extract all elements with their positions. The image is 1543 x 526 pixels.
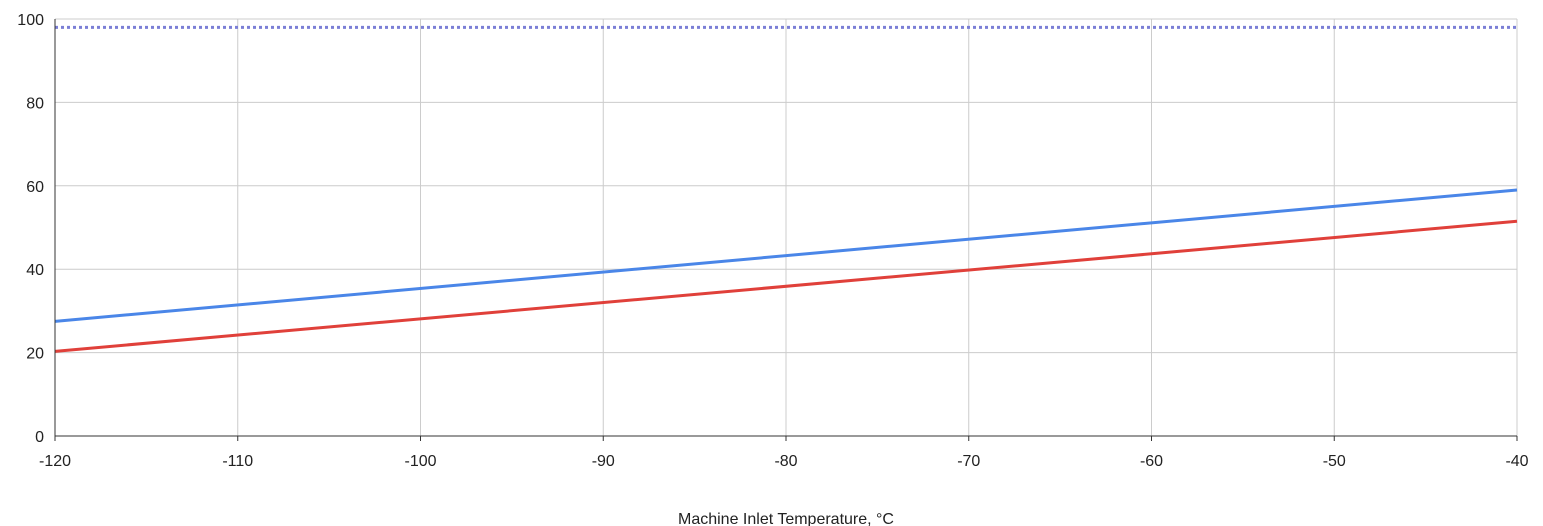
x-tick-label: -90 xyxy=(592,453,615,470)
y-tick-label: 80 xyxy=(26,95,44,112)
x-tick-label: -110 xyxy=(222,453,253,470)
axes xyxy=(54,19,1518,441)
x-tick-label: -40 xyxy=(1505,453,1528,470)
y-tick-label: 60 xyxy=(26,179,44,196)
y-tick-label: 40 xyxy=(26,262,44,279)
x-tick-label: -60 xyxy=(1140,453,1163,470)
y-tick-label: 0 xyxy=(35,429,44,446)
tick-labels: -120 -110 -100 -90 -80 -70 -60 -50 -40 0 20 40 60 80 1… xyxy=(17,12,1528,470)
y-tick-label: 100 xyxy=(17,12,44,29)
x-tick-label: -100 xyxy=(404,453,436,470)
grid-lines xyxy=(55,18,1518,436)
y-tick-label: 20 xyxy=(26,346,44,363)
x-axis-title: Machine Inlet Temperature, °C xyxy=(678,511,894,526)
x-tick-label: -70 xyxy=(957,453,980,470)
x-tick-label: -120 xyxy=(39,453,71,470)
series-line-3 xyxy=(54,219,1518,353)
x-tick-label: -50 xyxy=(1323,453,1346,470)
x-tick-label: -80 xyxy=(774,453,797,470)
series-line-2 xyxy=(54,188,1518,323)
series-layer xyxy=(54,25,1518,353)
